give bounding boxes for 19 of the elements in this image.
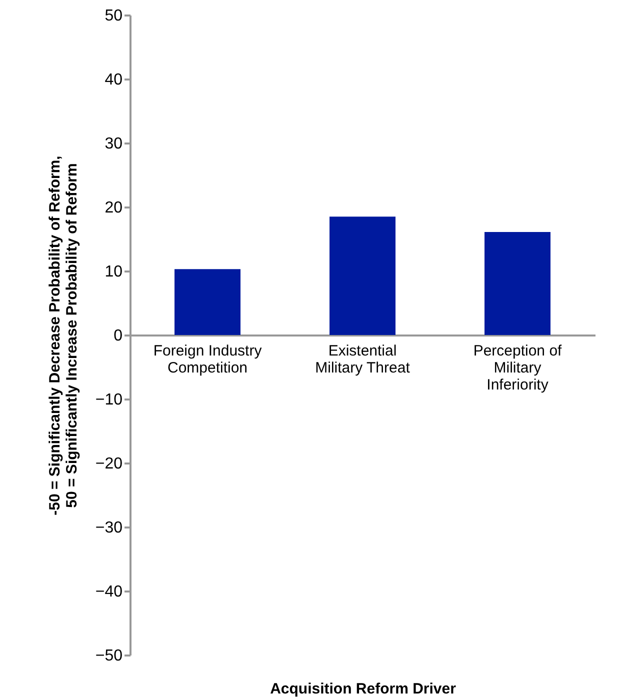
y-tick-label: 40 [104,72,123,88]
x-tick-label: Foreign Industry Competition [153,342,262,376]
y-tick-label: 50 [104,8,123,24]
y-tick-label: −30 [95,520,123,536]
y-tick-label: −40 [95,584,123,600]
y-tick-label: 10 [104,264,123,280]
y-tick-label: −10 [95,392,123,408]
y-tick-label: 30 [104,136,123,152]
y-axis-title: -50 = Significantly Decrease Probability of Reform, 50 = Significantly Increase Probability of Reform [46,156,80,516]
y-tick-label: 0 [114,328,123,344]
x-tick-label: Existential Military Threat [315,342,411,376]
y-tick-label: −20 [95,456,123,472]
x-axis-title: Acquisition Reform Driver [270,680,456,698]
x-tick-label: Perception of Military Inferiority [473,342,563,394]
bar [174,269,240,335]
bar [484,232,550,335]
y-tick-label: −50 [95,648,123,664]
y-tick-label: 20 [104,200,123,216]
bar [330,216,396,335]
